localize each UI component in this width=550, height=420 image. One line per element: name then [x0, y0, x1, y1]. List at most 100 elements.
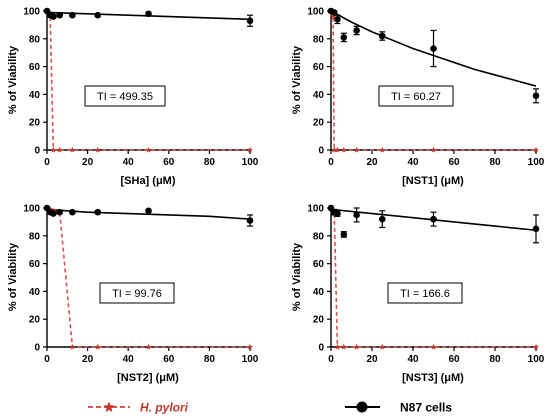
hpylori-point	[353, 343, 360, 350]
legend-hpylori-star	[103, 401, 115, 412]
x-tick-label: 40	[123, 354, 135, 365]
hpylori-point	[340, 343, 347, 350]
y-tick-label: 0	[34, 146, 40, 157]
n87-point	[145, 207, 152, 215]
hpylori-point	[94, 146, 101, 153]
ti-box	[84, 85, 166, 107]
y-tick-label: 60	[313, 259, 325, 270]
y-axis-title: % of Viability	[7, 242, 19, 311]
legend-n87-marker	[356, 401, 368, 413]
hpylori-point	[532, 343, 540, 350]
hpylori-point	[56, 146, 63, 153]
y-tick-label: 0	[318, 146, 324, 157]
n87-point	[334, 16, 341, 23]
y-tick-label: 40	[29, 287, 41, 298]
y-tick-label: 20	[29, 118, 41, 129]
panel-nst2: 0 20 40 60 80 100 0 20 40 60 80 100 [NST2] (μM) % of …	[7, 204, 259, 385]
y-tick-label: 80	[29, 231, 41, 242]
hpylori-point	[532, 146, 540, 153]
y-axis-title: % of Viability	[291, 45, 303, 114]
y-tick-label: 100	[23, 7, 40, 18]
legend: H. pylori N87 cells	[88, 401, 452, 415]
y-tick-label: 40	[313, 287, 325, 298]
hpylori-point	[145, 343, 152, 350]
panel-sha: 0 20 40 60 80 100 0 20 40 60 80 100 [SHa] (μM) % of V…	[7, 7, 259, 188]
n87-point	[532, 225, 540, 233]
n87-point	[334, 210, 341, 217]
x-tick-label: 20	[82, 157, 94, 168]
n87-point	[94, 208, 102, 216]
ti-label: TI = 166.6	[400, 288, 450, 300]
y-tick-label: 0	[318, 343, 324, 354]
hpylori-point	[246, 343, 254, 350]
x-axis-title: [NST3] (μM)	[402, 372, 464, 384]
n87-point	[430, 215, 437, 223]
n87-point	[353, 27, 360, 34]
y-tick-label: 20	[29, 315, 41, 326]
n87-point	[56, 11, 63, 19]
y-tick-label: 40	[313, 90, 325, 101]
y-tick-label: 100	[23, 204, 40, 215]
panel-nst3: 0 20 40 60 80 100 0 20 40 60 80 100 [NST3] (μM) % of …	[291, 204, 545, 385]
x-tick-label: 60	[163, 157, 175, 168]
y-tick-label: 80	[29, 34, 41, 45]
n87-point	[378, 215, 386, 223]
y-tick-label: 60	[29, 259, 41, 270]
ti-label: TI = 60.27	[391, 91, 441, 103]
y-tick-label: 0	[34, 343, 40, 354]
x-tick-label: 20	[366, 157, 378, 168]
x-tick-label: 60	[163, 354, 175, 365]
x-tick-label: 40	[407, 354, 419, 365]
hpylori-point	[246, 146, 254, 153]
n87-point	[145, 10, 152, 18]
ti-box	[387, 282, 463, 304]
x-tick-label: 80	[489, 354, 501, 365]
y-tick-label: 60	[313, 62, 325, 73]
x-tick-label: 100	[242, 354, 259, 365]
hpylori-point	[353, 146, 360, 153]
n87-fit-line	[46, 208, 251, 220]
panel-nst1: 0 20 40 60 80 100 0 20 40 60 80 100 [NST1] (μM) % of …	[291, 7, 545, 188]
n87-point	[430, 45, 437, 52]
x-axis-title: [NST2] (μM)	[117, 372, 179, 384]
ti-label: TI = 499.35	[97, 91, 153, 103]
y-tick-label: 80	[313, 34, 325, 45]
y-tick-label: 60	[29, 62, 41, 73]
x-tick-label: 60	[448, 354, 460, 365]
x-tick-label: 100	[528, 157, 545, 168]
n87-point	[330, 9, 338, 16]
hpylori-line	[46, 207, 250, 348]
n87-point	[69, 11, 76, 19]
y-tick-label: 20	[313, 118, 325, 129]
hpylori-point	[50, 146, 57, 153]
n87-point	[340, 34, 348, 41]
x-tick-label: 0	[328, 157, 334, 168]
x-tick-label: 80	[204, 157, 216, 168]
x-tick-label: 100	[242, 157, 259, 168]
hpylori-point	[379, 146, 386, 153]
legend-n87-label: N87 cells	[400, 401, 452, 415]
hpylori-point	[331, 146, 338, 153]
y-tick-label: 100	[307, 7, 324, 18]
x-tick-label: 0	[328, 354, 334, 365]
n87-point	[532, 92, 540, 100]
n87-point	[94, 11, 102, 19]
x-tick-label: 40	[123, 157, 135, 168]
x-tick-label: 0	[44, 354, 50, 365]
hpylori-point	[69, 343, 76, 350]
n87-point	[246, 217, 254, 224]
x-tick-label: 80	[204, 354, 216, 365]
y-axis-title: % of Viability	[291, 242, 303, 311]
legend-hpylori: H. pylori	[88, 401, 189, 415]
n87-point	[246, 17, 254, 25]
y-tick-label: 20	[313, 315, 325, 326]
x-axis-title: [NST1] (μM)	[402, 175, 464, 187]
x-tick-label: 80	[489, 157, 501, 168]
x-tick-label: 20	[366, 354, 378, 365]
n87-point	[56, 208, 63, 216]
x-axis-title: [SHa] (μM)	[121, 175, 176, 187]
y-axis-title: % of Viability	[7, 45, 19, 114]
hpylori-point	[340, 146, 347, 153]
hpylori-point	[430, 146, 437, 153]
n87-point	[378, 32, 386, 40]
